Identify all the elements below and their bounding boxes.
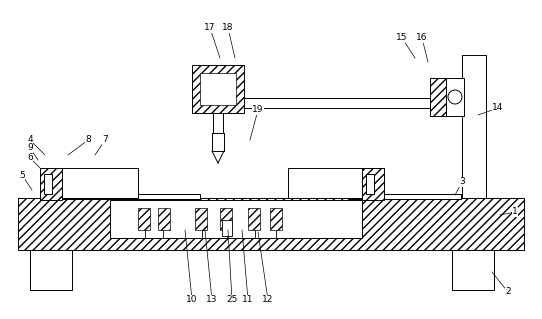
- Text: 12: 12: [262, 295, 274, 305]
- Text: 2: 2: [505, 287, 511, 296]
- Text: 7: 7: [102, 136, 108, 145]
- Bar: [40, 168, 62, 200]
- Text: 19: 19: [252, 106, 264, 115]
- Bar: [62, 168, 138, 198]
- Bar: [248, 208, 260, 230]
- Text: 13: 13: [207, 295, 218, 305]
- Text: 5: 5: [19, 170, 25, 180]
- Text: 15: 15: [396, 33, 408, 42]
- Text: 17: 17: [204, 24, 216, 33]
- Bar: [55, 194, 200, 199]
- Bar: [200, 73, 236, 105]
- Bar: [430, 78, 446, 116]
- Bar: [192, 65, 244, 113]
- Bar: [138, 208, 150, 230]
- Bar: [446, 78, 464, 116]
- Bar: [288, 168, 362, 198]
- Bar: [222, 220, 232, 236]
- Text: 4: 4: [27, 136, 33, 145]
- Text: 6: 6: [27, 153, 33, 162]
- Text: 10: 10: [186, 295, 198, 305]
- Bar: [362, 168, 384, 200]
- Text: 16: 16: [416, 33, 428, 42]
- Text: 14: 14: [492, 103, 504, 113]
- Bar: [366, 174, 374, 194]
- Bar: [158, 208, 170, 230]
- Bar: [452, 250, 494, 290]
- Bar: [348, 194, 461, 199]
- Text: 11: 11: [242, 295, 254, 305]
- Bar: [110, 200, 362, 238]
- Text: 3: 3: [459, 177, 465, 187]
- Text: 25: 25: [227, 295, 238, 305]
- Bar: [220, 208, 232, 230]
- Text: 1: 1: [512, 207, 518, 217]
- Text: 9: 9: [27, 144, 33, 152]
- Text: 18: 18: [222, 24, 234, 33]
- Bar: [44, 174, 52, 194]
- Text: 8: 8: [85, 136, 91, 145]
- Bar: [195, 208, 207, 230]
- Bar: [270, 208, 282, 230]
- Bar: [18, 198, 524, 250]
- Bar: [462, 55, 486, 198]
- Bar: [30, 250, 72, 290]
